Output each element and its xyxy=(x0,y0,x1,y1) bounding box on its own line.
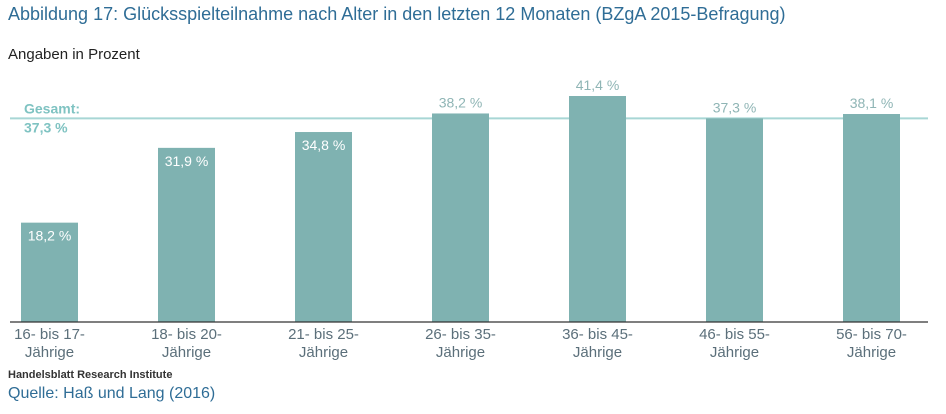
category-label: 36- bis 45- xyxy=(562,326,633,343)
category-label: 26- bis 35- xyxy=(425,326,496,343)
institute-label: Handelsblatt Research Institute xyxy=(8,369,173,381)
category-label: 18- bis 20- xyxy=(151,326,222,343)
category-label: Jährige xyxy=(710,344,759,361)
bar xyxy=(158,147,215,322)
data-label: 41,4 % xyxy=(576,77,620,93)
bar xyxy=(295,132,352,322)
category-label: 21- bis 25- xyxy=(288,326,359,343)
data-label: 31,9 % xyxy=(165,153,209,169)
reference-label-title: Gesamt: xyxy=(24,100,80,116)
source-label: Quelle: Haß und Lang (2016) xyxy=(8,385,216,402)
bar xyxy=(843,114,900,322)
data-label: 18,2 % xyxy=(28,228,72,244)
chart-subtitle: Angaben in Prozent xyxy=(8,46,140,63)
bar xyxy=(21,222,78,322)
category-label: 56- bis 70- xyxy=(836,326,907,343)
data-label: 34,8 % xyxy=(302,137,346,153)
category-label: Jährige xyxy=(847,344,896,361)
data-label: 38,1 % xyxy=(850,95,894,111)
category-label: Jährige xyxy=(436,344,485,361)
category-label: 16- bis 17- xyxy=(14,326,85,343)
bar xyxy=(569,96,626,322)
bar xyxy=(706,118,763,322)
bar xyxy=(432,113,489,322)
reference-label-value: 37,3 % xyxy=(24,119,68,135)
category-label: Jährige xyxy=(299,344,348,361)
data-label: 37,3 % xyxy=(713,99,757,115)
category-label: Jährige xyxy=(573,344,622,361)
data-label: 38,2 % xyxy=(439,94,483,110)
chart-title: Abbildung 17: Glücksspielteilnahme nach … xyxy=(8,4,786,24)
category-label: 46- bis 55- xyxy=(699,326,770,343)
category-label: Jährige xyxy=(162,344,211,361)
category-label: Jährige xyxy=(25,344,74,361)
